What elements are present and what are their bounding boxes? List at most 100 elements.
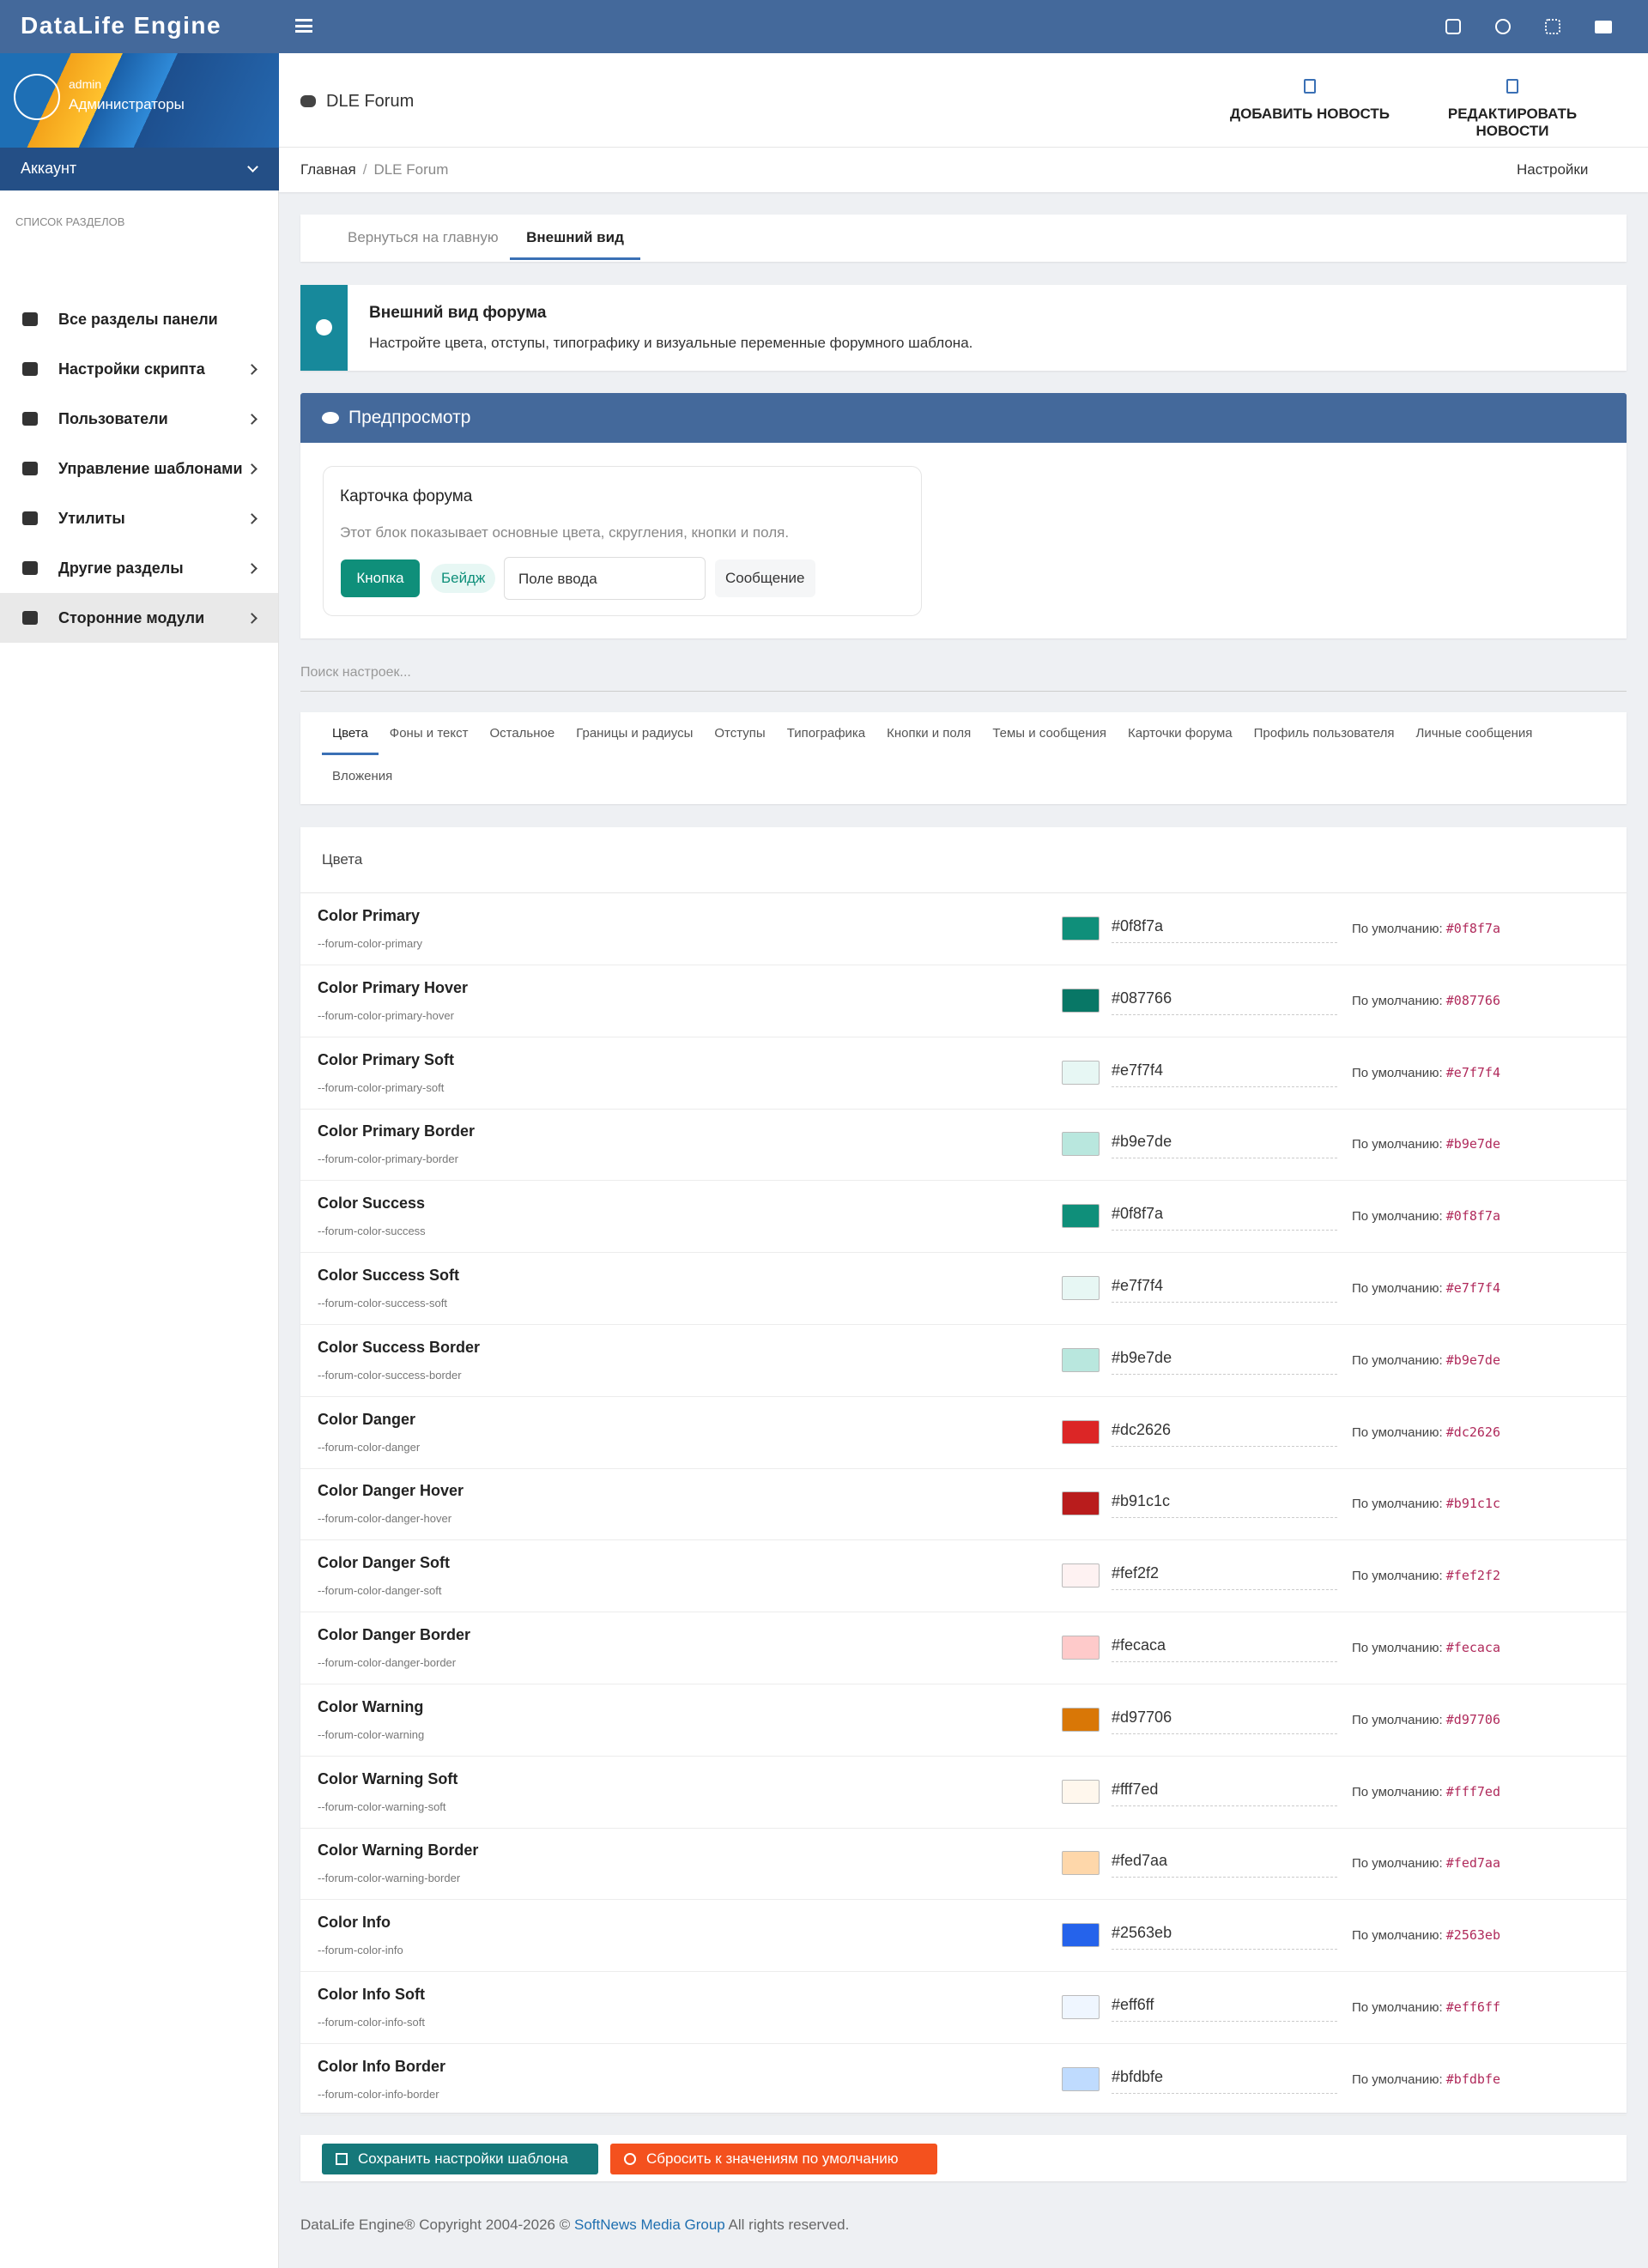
lang-icon[interactable] — [1445, 19, 1461, 34]
preview-button[interactable]: Кнопка — [341, 559, 420, 597]
color-swatch[interactable] — [1062, 1060, 1100, 1085]
color-var: --forum-color-primary-soft — [318, 1080, 445, 1094]
color-swatch[interactable] — [1062, 1491, 1100, 1516]
menu-item[interactable]: Пользователи — [0, 394, 278, 444]
color-name: Color Success Soft — [318, 1267, 460, 1284]
color-swatch[interactable] — [1062, 1204, 1100, 1229]
avatar[interactable] — [14, 74, 60, 120]
color-swatch[interactable] — [1062, 988, 1100, 1013]
color-name: Color Primary Border — [318, 1122, 476, 1140]
preview-panel: Предпросмотр Карточка форума Этот блок п… — [300, 393, 1627, 638]
color-swatch[interactable] — [1062, 1923, 1100, 1948]
color-swatch[interactable] — [1062, 1347, 1100, 1372]
default-label: По умолчанию: — [1352, 993, 1443, 1008]
active-tab[interactable]: Внешний вид — [510, 229, 640, 260]
breadcrumb-current: DLE Forum — [373, 161, 449, 178]
site-icon[interactable] — [1495, 19, 1511, 34]
color-row: Color Primary Hover --forum-color-primary… — [300, 965, 1627, 1037]
color-swatch[interactable] — [1062, 1419, 1100, 1444]
fullscreen-icon[interactable] — [1545, 19, 1560, 34]
color-input[interactable]: #0f8f7a — [1112, 917, 1337, 943]
color-name: Color Warning — [318, 1697, 424, 1715]
color-input[interactable]: #e7f7f4 — [1112, 1277, 1337, 1303]
default-value: #eff6ff — [1445, 1999, 1500, 2015]
menu-item[interactable]: Управление шаблонами — [0, 444, 278, 493]
color-input[interactable]: #2563eb — [1112, 1924, 1337, 1950]
default-label: По умолчанию: — [1352, 1569, 1443, 1584]
color-swatch[interactable] — [1062, 1851, 1100, 1876]
preview-input[interactable]: Поле ввода — [504, 557, 706, 600]
default-value: #bfdbfe — [1445, 2071, 1500, 2087]
mail-icon[interactable] — [1595, 21, 1612, 33]
back-tab[interactable]: Вернуться на главную — [348, 229, 499, 245]
default: По умолчанию: #087766 — [1352, 993, 1500, 1008]
color-swatch[interactable] — [1062, 1707, 1100, 1732]
account-toggle[interactable]: Аккаунт — [0, 148, 279, 191]
color-input[interactable]: #eff6ff — [1112, 1996, 1337, 2022]
color-swatch[interactable] — [1062, 1563, 1100, 1588]
menu-toggle[interactable] — [295, 19, 312, 33]
menu-item[interactable]: Утилиты — [0, 493, 278, 543]
color-input[interactable]: #fef2f2 — [1112, 1564, 1337, 1591]
section-tab[interactable]: Цвета — [322, 712, 379, 755]
default: По умолчанию: #fed7aa — [1352, 1855, 1500, 1871]
reset-button[interactable]: Сбросить к значениям по умолчанию — [610, 2144, 937, 2174]
section-tab[interactable]: Фоны и текст — [389, 726, 469, 741]
breadcrumb-home[interactable]: Главная — [300, 161, 356, 178]
section-tab[interactable]: Отступы — [714, 726, 766, 741]
color-swatch[interactable] — [1062, 1132, 1100, 1157]
menu-item[interactable]: Другие разделы — [0, 543, 278, 593]
color-swatch[interactable] — [1062, 916, 1100, 940]
default-label: По умолчанию: — [1352, 2000, 1443, 2015]
default-value: #fff7ed — [1445, 1783, 1500, 1799]
footer-link[interactable]: SoftNews Media Group — [574, 2217, 725, 2233]
menu-item[interactable]: Все разделы панели — [0, 294, 278, 344]
top-bar: DataLife Engine — [0, 0, 1648, 53]
color-input[interactable]: #b9e7de — [1112, 1349, 1337, 1375]
color-input[interactable]: #087766 — [1112, 989, 1337, 1015]
color-swatch[interactable] — [1062, 1995, 1100, 2019]
brand[interactable]: DataLife Engine — [21, 12, 222, 39]
chevron — [246, 562, 258, 574]
color-input[interactable]: #e7f7f4 — [1112, 1061, 1337, 1087]
color-swatch[interactable] — [1062, 1276, 1100, 1300]
preview-badge: Бейдж — [431, 564, 496, 593]
section-tab[interactable]: Типографика — [786, 726, 866, 741]
section-tab[interactable]: Остальное — [489, 726, 555, 741]
color-swatch[interactable] — [1062, 2066, 1100, 2091]
section-tab[interactable]: Вложения — [332, 769, 393, 783]
section-tab[interactable]: Темы и сообщения — [992, 726, 1107, 741]
settings-search[interactable]: Поиск настроек... — [300, 665, 1627, 692]
color-input[interactable]: #d97706 — [1112, 1709, 1337, 1734]
profile: admin Администраторы — [0, 53, 279, 148]
color-input[interactable]: #dc2626 — [1112, 1421, 1337, 1447]
default-label: По умолчанию: — [1352, 1065, 1443, 1080]
header-action[interactable]: РЕДАКТИРОВАТЬ НОВОСТИ — [1409, 79, 1615, 140]
menu-label: Настройки скрипта — [58, 360, 205, 378]
color-var: --forum-color-info-border — [318, 2087, 439, 2101]
settings-dropdown[interactable]: Настройки — [1517, 161, 1589, 178]
save-button[interactable]: Сохранить настройки шаблона — [322, 2144, 598, 2174]
color-input[interactable]: #b91c1c — [1112, 1492, 1337, 1519]
color-row: Color Info Border --forum-color-info-bord… — [300, 2044, 1627, 2116]
section-tab[interactable]: Границы и радиусы — [576, 726, 694, 741]
header-action[interactable]: ДОБАВИТЬ НОВОСТЬ — [1207, 79, 1413, 123]
section-tab[interactable]: Профиль пользователя — [1253, 726, 1395, 741]
section-tab[interactable]: Карточки форума — [1128, 726, 1233, 741]
menu-item[interactable]: Настройки скрипта — [0, 344, 278, 394]
user-login: admin — [69, 77, 102, 91]
color-input[interactable]: #fff7ed — [1112, 1781, 1337, 1806]
color-input[interactable]: #fed7aa — [1112, 1852, 1337, 1878]
section-tab[interactable]: Личные сообщения — [1415, 726, 1533, 741]
color-swatch[interactable] — [1062, 1779, 1100, 1804]
color-input[interactable]: #b9e7de — [1112, 1133, 1337, 1159]
color-swatch[interactable] — [1062, 1636, 1100, 1660]
section-tab[interactable]: Кнопки и поля — [887, 726, 972, 741]
color-input[interactable]: #bfdbfe — [1112, 2068, 1337, 2094]
chevron — [246, 612, 258, 624]
menu-item[interactable]: Сторонние модули — [0, 593, 278, 643]
preview-card-text: Этот блок показывает основные цвета, скр… — [340, 524, 790, 541]
color-input[interactable]: #0f8f7a — [1112, 1205, 1337, 1231]
color-input[interactable]: #fecaca — [1112, 1636, 1337, 1662]
